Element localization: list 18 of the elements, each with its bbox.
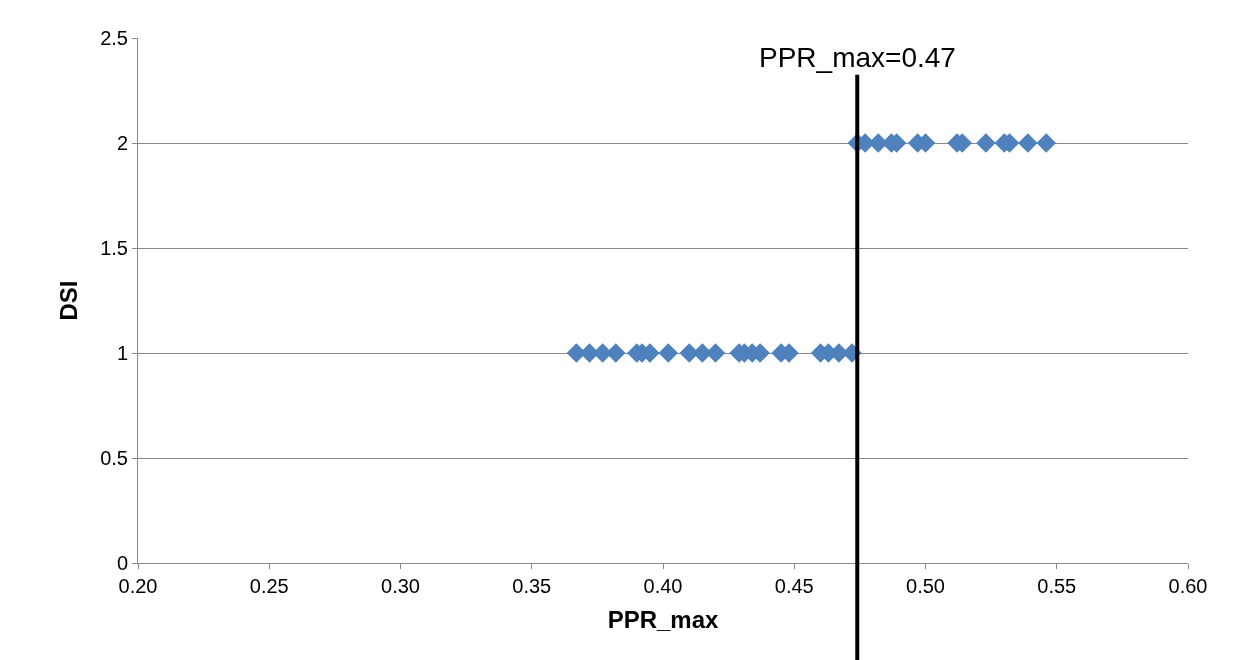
x-tick-label: 0.20	[118, 575, 158, 597]
x-tick-label: 0.60	[1168, 575, 1208, 597]
y-tick-label: 1	[116, 342, 128, 364]
x-tick-label: 0.30	[381, 575, 420, 597]
x-tick-label: 0.55	[1037, 575, 1077, 597]
y-tick-label: 2	[116, 132, 128, 154]
x-axis-title: PPR_max	[607, 606, 720, 634]
x-tick-label: 0.40	[643, 575, 683, 597]
y-tick-label: 2.5	[100, 27, 128, 49]
y-tick-label: 0	[116, 552, 128, 574]
x-tick-label: 0.25	[249, 575, 289, 597]
y-axis-title: DSI	[55, 280, 83, 321]
x-tick-label: 0.35	[512, 575, 552, 597]
x-tick-label: 0.50	[906, 575, 945, 597]
x-tick-label: 0.45	[774, 575, 814, 597]
y-tick-label: 1.5	[100, 237, 128, 259]
y-tick-label: 0.5	[100, 447, 128, 469]
ref-line-label: PPR_max=0.47	[759, 42, 956, 73]
